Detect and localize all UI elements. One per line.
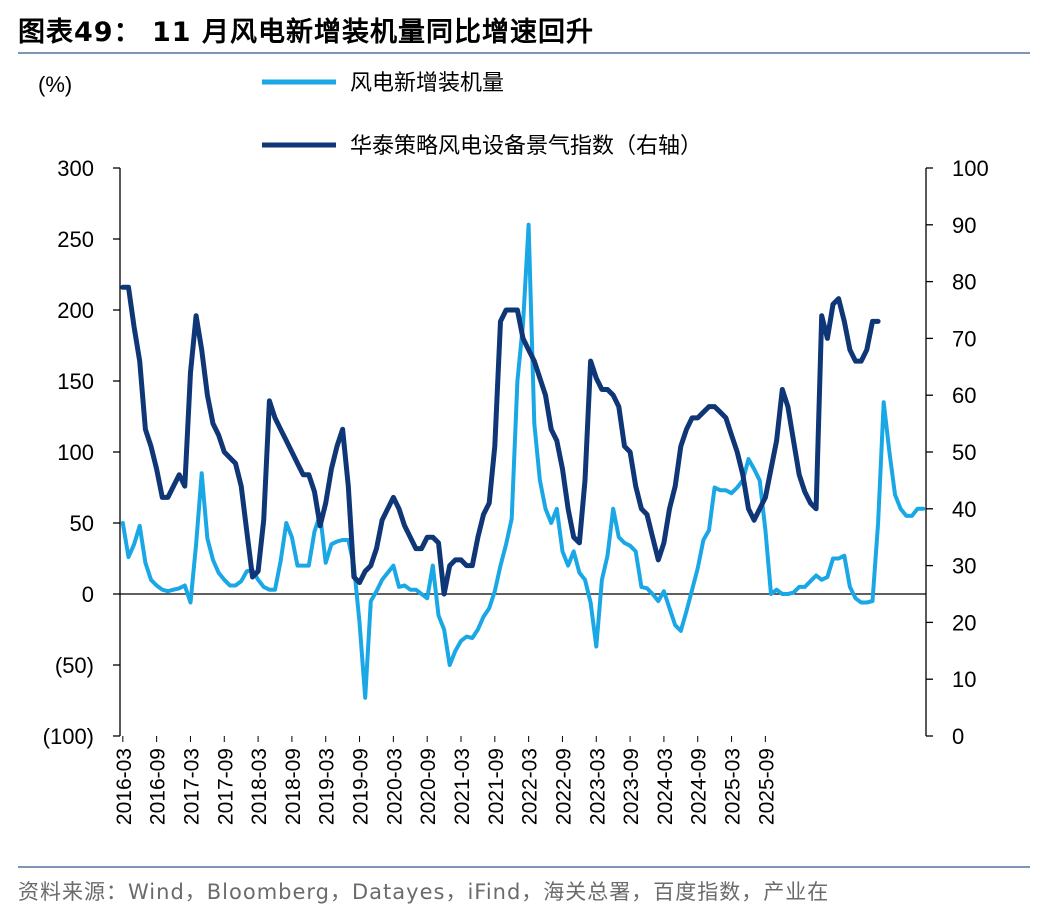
legend: 风电新增装机量 华泰策略风电设备景气指数（右轴） — [262, 70, 702, 158]
x-tick-label: 2021-03 — [451, 748, 474, 825]
right-tick-label: 80 — [952, 270, 976, 295]
x-tick-label: 2018-09 — [282, 748, 305, 825]
right-tick-label: 70 — [952, 326, 976, 351]
x-tick-label: 2022-09 — [552, 748, 575, 825]
x-tick-label: 2020-03 — [383, 748, 406, 825]
x-tick-label: 2024-09 — [688, 748, 711, 825]
series-layer — [120, 222, 926, 700]
x-tick-label: 2022-03 — [519, 748, 542, 825]
left-tick-label: (50) — [55, 653, 94, 678]
x-tick-label: 2019-09 — [350, 748, 373, 825]
x-tick-label: 2021-09 — [485, 748, 508, 825]
legend-label-wind-installation: 风电新增装机量 — [350, 70, 504, 95]
x-tick-label: 2025-03 — [722, 748, 745, 825]
x-tick-label: 2024-03 — [654, 748, 677, 825]
left-tick-label: 50 — [70, 511, 94, 536]
left-tick-label: 300 — [57, 156, 94, 181]
series-line-sentiment-index — [120, 284, 881, 597]
x-tick-label: 2016-03 — [113, 748, 136, 825]
left-tick-label: 150 — [57, 369, 94, 394]
x-tick-label: 2019-03 — [316, 748, 339, 825]
left-axis-ticks: 300 250 200 150 100 50 0 (50) (100) — [43, 156, 120, 749]
series-line-wind-installation — [120, 222, 926, 700]
source-note: 资料来源：Wind，Bloomberg，Datayes，iFind，海关总署，百… — [18, 880, 830, 904]
x-tick-label: 2017-03 — [180, 748, 203, 825]
left-tick-label: 0 — [82, 582, 94, 607]
x-tick-label: 2025-09 — [755, 748, 778, 825]
x-axis-ticks: 2016-03 2016-09 2017-03 2017-09 2018-03 2018-… — [113, 736, 778, 825]
right-tick-label: 0 — [952, 724, 964, 749]
x-tick-label: 2020-09 — [417, 748, 440, 825]
right-tick-label: 30 — [952, 554, 976, 579]
x-tick-label: 2018-03 — [248, 748, 271, 825]
left-tick-label: 200 — [57, 298, 94, 323]
x-tick-label: 2017-09 — [214, 748, 237, 825]
x-tick-label: 2016-09 — [147, 748, 170, 825]
right-tick-label: 50 — [952, 440, 976, 465]
left-tick-label: 250 — [57, 227, 94, 252]
right-tick-label: 40 — [952, 497, 976, 522]
left-tick-label: 100 — [57, 440, 94, 465]
right-tick-label: 100 — [952, 156, 989, 181]
x-tick-label: 2023-09 — [620, 748, 643, 825]
y-axis-unit-label: (%) — [38, 72, 72, 97]
x-tick-label: 2023-03 — [586, 748, 609, 825]
legend-label-sentiment-index: 华泰策略风电设备景气指数（右轴） — [350, 133, 702, 158]
footer-rule — [18, 866, 1030, 868]
right-tick-label: 90 — [952, 213, 976, 238]
axes-layer — [119, 168, 927, 736]
left-tick-label: (100) — [43, 724, 94, 749]
title-rule — [18, 52, 1030, 54]
right-tick-label: 20 — [952, 610, 976, 635]
right-tick-label: 60 — [952, 383, 976, 408]
figure-title: 图表49： 11 月风电新增装机量同比增速回升 — [18, 17, 594, 48]
right-tick-label: 10 — [952, 667, 976, 692]
